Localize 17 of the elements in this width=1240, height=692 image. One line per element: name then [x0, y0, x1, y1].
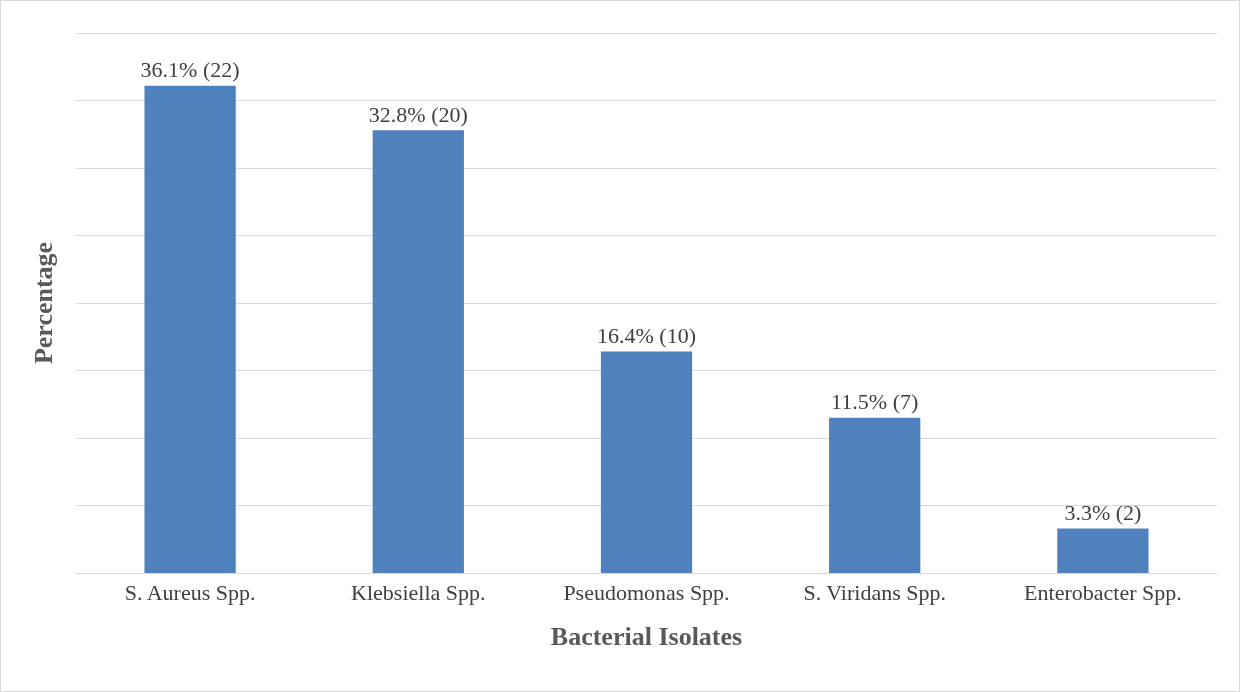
- x-tick-label: Enterobacter Spp.: [1024, 579, 1182, 605]
- bar: [829, 417, 921, 573]
- data-label: 3.3% (2): [1064, 499, 1142, 525]
- data-label: 36.1% (22): [140, 57, 240, 83]
- x-axis-title: Bacterial Isolates: [550, 621, 743, 651]
- x-tick-label: S. Viridans Spp.: [803, 579, 946, 605]
- bar: [1057, 528, 1149, 573]
- data-label: 32.8% (20): [368, 101, 468, 127]
- y-axis-title: Percentage: [28, 241, 58, 365]
- data-label: 16.4% (10): [597, 323, 696, 349]
- data-label: 11.5% (7): [831, 389, 919, 415]
- x-tick-label: Klebsiella Spp.: [351, 579, 486, 605]
- bar: [144, 85, 236, 573]
- bar: [600, 351, 693, 573]
- x-tick-label: Pseudomonas Spp.: [563, 579, 730, 605]
- x-tick-label: S. Aureus Spp.: [124, 579, 256, 605]
- bar: [372, 130, 464, 573]
